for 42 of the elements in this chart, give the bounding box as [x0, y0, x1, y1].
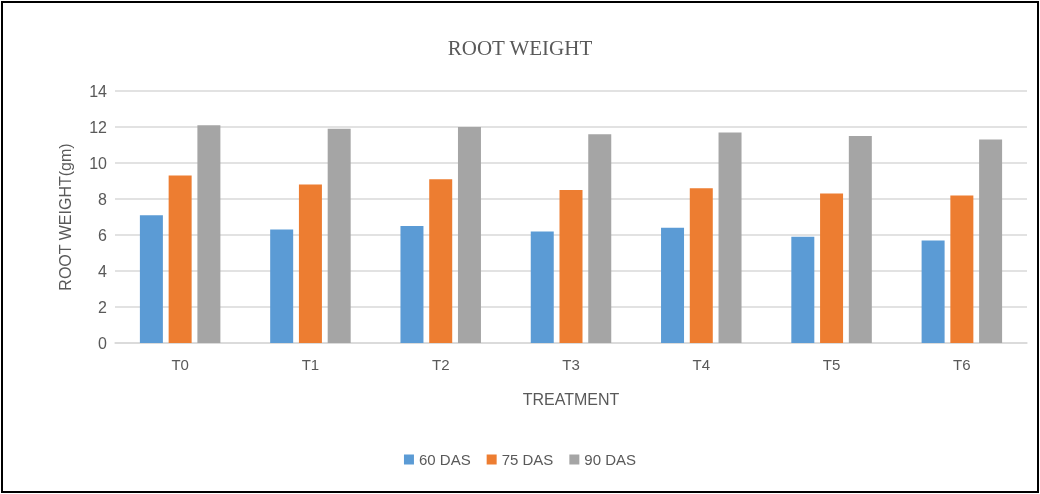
bar — [327, 128, 351, 343]
bar — [457, 127, 481, 343]
x-tick-label: T0 — [171, 356, 189, 373]
bar — [530, 231, 554, 343]
bar — [820, 193, 844, 343]
bar — [979, 139, 1003, 343]
bar — [168, 175, 192, 343]
y-tick-label: 14 — [89, 82, 108, 100]
x-tick-label: T6 — [953, 356, 971, 373]
y-tick-label: 2 — [98, 298, 108, 316]
bar — [848, 136, 872, 343]
bar — [429, 179, 453, 343]
bar — [791, 236, 815, 343]
y-tick-label: 10 — [89, 154, 108, 172]
x-tick-label: T1 — [301, 356, 320, 373]
bar — [197, 125, 221, 343]
bar — [270, 229, 294, 343]
legend-label: 90 DAS — [584, 451, 637, 468]
bar — [661, 227, 685, 343]
x-tick-label: T4 — [692, 356, 711, 373]
bar — [588, 134, 612, 343]
y-tick-label: 8 — [98, 190, 108, 208]
y-axis-title: ROOT WEIGHT(gm) — [56, 143, 74, 291]
bar — [139, 215, 163, 343]
chart-title: ROOT WEIGHT — [447, 35, 593, 60]
x-tick-label: T2 — [431, 356, 450, 373]
bar — [400, 226, 424, 343]
bar — [298, 184, 322, 343]
bar — [921, 240, 945, 343]
y-tick-label: 6 — [98, 226, 108, 244]
legend-label: 60 DAS — [418, 451, 471, 468]
y-tick-label: 12 — [89, 118, 108, 136]
y-tick-label: 4 — [98, 262, 108, 280]
bar — [689, 188, 713, 343]
x-tick-label: T5 — [822, 356, 841, 373]
bar — [559, 190, 583, 343]
y-tick-label: 0 — [98, 334, 108, 352]
x-tick-label: T3 — [562, 356, 580, 373]
legend-label: 75 DAS — [501, 451, 554, 468]
x-axis-title: TREATMENT — [522, 390, 620, 408]
bar — [950, 195, 974, 343]
bar — [718, 132, 742, 343]
